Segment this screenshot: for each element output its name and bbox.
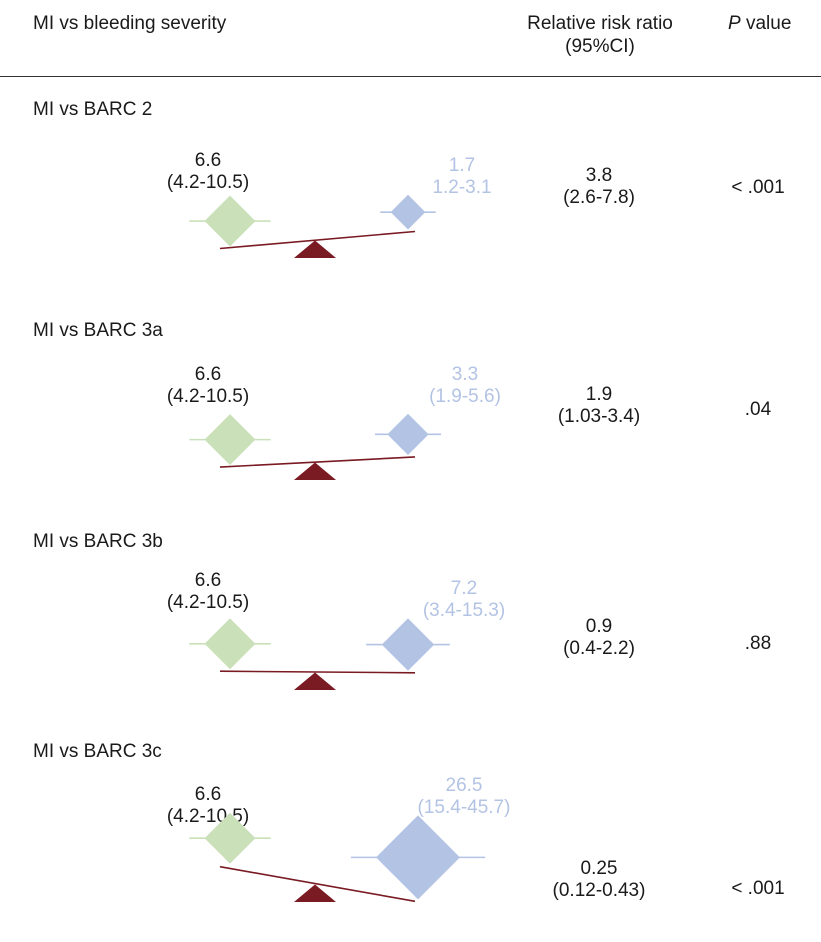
mi-diamond bbox=[204, 618, 256, 670]
comparison-title: MI vs BARC 3a bbox=[33, 320, 163, 341]
seesaw-fulcrum bbox=[294, 462, 336, 480]
mi-ci: (4.2-10.5) bbox=[166, 386, 250, 407]
mi-diamond bbox=[204, 414, 256, 466]
seesaw-fulcrum bbox=[294, 240, 336, 258]
risk-ratio-value: 0.9 bbox=[585, 616, 613, 637]
p-value: < .001 bbox=[731, 878, 785, 899]
barc-value: 26.5 bbox=[445, 775, 483, 796]
column-header-rr-line1: Relative risk ratio bbox=[527, 13, 673, 34]
comparison-title: MI vs BARC 2 bbox=[33, 99, 153, 120]
mi-value: 6.6 bbox=[194, 784, 222, 805]
risk-ratio-value: 0.25 bbox=[580, 858, 618, 879]
barc-diamond bbox=[381, 618, 435, 671]
barc-diamond bbox=[387, 413, 429, 455]
header-divider bbox=[0, 76, 821, 77]
p-label-rest: value bbox=[740, 13, 792, 34]
risk-ratio-ci: (0.12-0.43) bbox=[552, 880, 646, 901]
barc-diamond bbox=[376, 815, 460, 900]
barc-diamond bbox=[390, 194, 426, 230]
barc-label: 7.2 (3.4-15.3) bbox=[384, 578, 544, 622]
barc-label: 3.3 (1.9-5.6) bbox=[385, 364, 545, 408]
mi-value: 6.6 bbox=[194, 364, 222, 385]
seesaw-fulcrum bbox=[294, 672, 336, 690]
mi-diamond bbox=[204, 812, 256, 864]
barc-value: 3.3 bbox=[451, 364, 479, 385]
barc-value: 1.7 bbox=[448, 155, 476, 176]
mi-value: 6.6 bbox=[194, 150, 222, 171]
barc-label: 26.5 (15.4-45.7) bbox=[384, 775, 544, 819]
risk-ratio-value: 1.9 bbox=[585, 384, 613, 405]
column-header-rr-line2: (95%CI) bbox=[565, 36, 635, 57]
mi-label: 6.6 (4.2-10.5) bbox=[118, 364, 298, 408]
column-header-rr: Relative risk ratio (95%CI) bbox=[485, 12, 715, 58]
column-header-comparison: MI vs bleeding severity bbox=[33, 13, 227, 34]
risk-ratio-value: 3.8 bbox=[585, 165, 613, 186]
seesaw-beam bbox=[219, 230, 416, 250]
risk-ratio-ci: (2.6-7.8) bbox=[563, 187, 635, 208]
p-italic: P bbox=[728, 13, 741, 34]
p-value: .88 bbox=[744, 633, 772, 654]
column-header-p-value: P value bbox=[728, 12, 791, 35]
barc-ci: (15.4-45.7) bbox=[417, 797, 511, 818]
comparison-title: MI vs BARC 3b bbox=[33, 531, 163, 552]
barc-ci: (1.9-5.6) bbox=[429, 386, 501, 407]
barc-ci: (3.4-15.3) bbox=[422, 600, 506, 621]
barc-ci: 1.2-3.1 bbox=[432, 177, 492, 198]
seesaw-beam bbox=[219, 865, 416, 903]
seesaw-beam bbox=[219, 670, 416, 674]
risk-ratio: 0.9 (0.4-2.2) bbox=[499, 616, 699, 660]
risk-ratio-ci: (1.03-3.4) bbox=[557, 406, 641, 427]
seesaw-fulcrum bbox=[294, 884, 336, 902]
risk-ratio: 0.25 (0.12-0.43) bbox=[499, 858, 699, 902]
mi-label: 6.6 (4.2-10.5) bbox=[118, 570, 298, 614]
barc-label: 1.7 1.2-3.1 bbox=[382, 155, 542, 199]
risk-ratio: 3.8 (2.6-7.8) bbox=[499, 165, 699, 209]
mi-label: 6.6 (4.2-10.5) bbox=[118, 150, 298, 194]
barc-value: 7.2 bbox=[450, 578, 478, 599]
risk-ratio-ci: (0.4-2.2) bbox=[563, 638, 635, 659]
mi-diamond bbox=[204, 195, 256, 247]
p-value: < .001 bbox=[731, 177, 785, 198]
mi-ci: (4.2-10.5) bbox=[166, 172, 250, 193]
risk-ratio: 1.9 (1.03-3.4) bbox=[499, 384, 699, 428]
mi-value: 6.6 bbox=[194, 570, 222, 591]
comparison-title: MI vs BARC 3c bbox=[33, 741, 162, 762]
mi-ci: (4.2-10.5) bbox=[166, 592, 250, 613]
p-value: .04 bbox=[744, 399, 772, 420]
seesaw-beam bbox=[219, 456, 416, 468]
